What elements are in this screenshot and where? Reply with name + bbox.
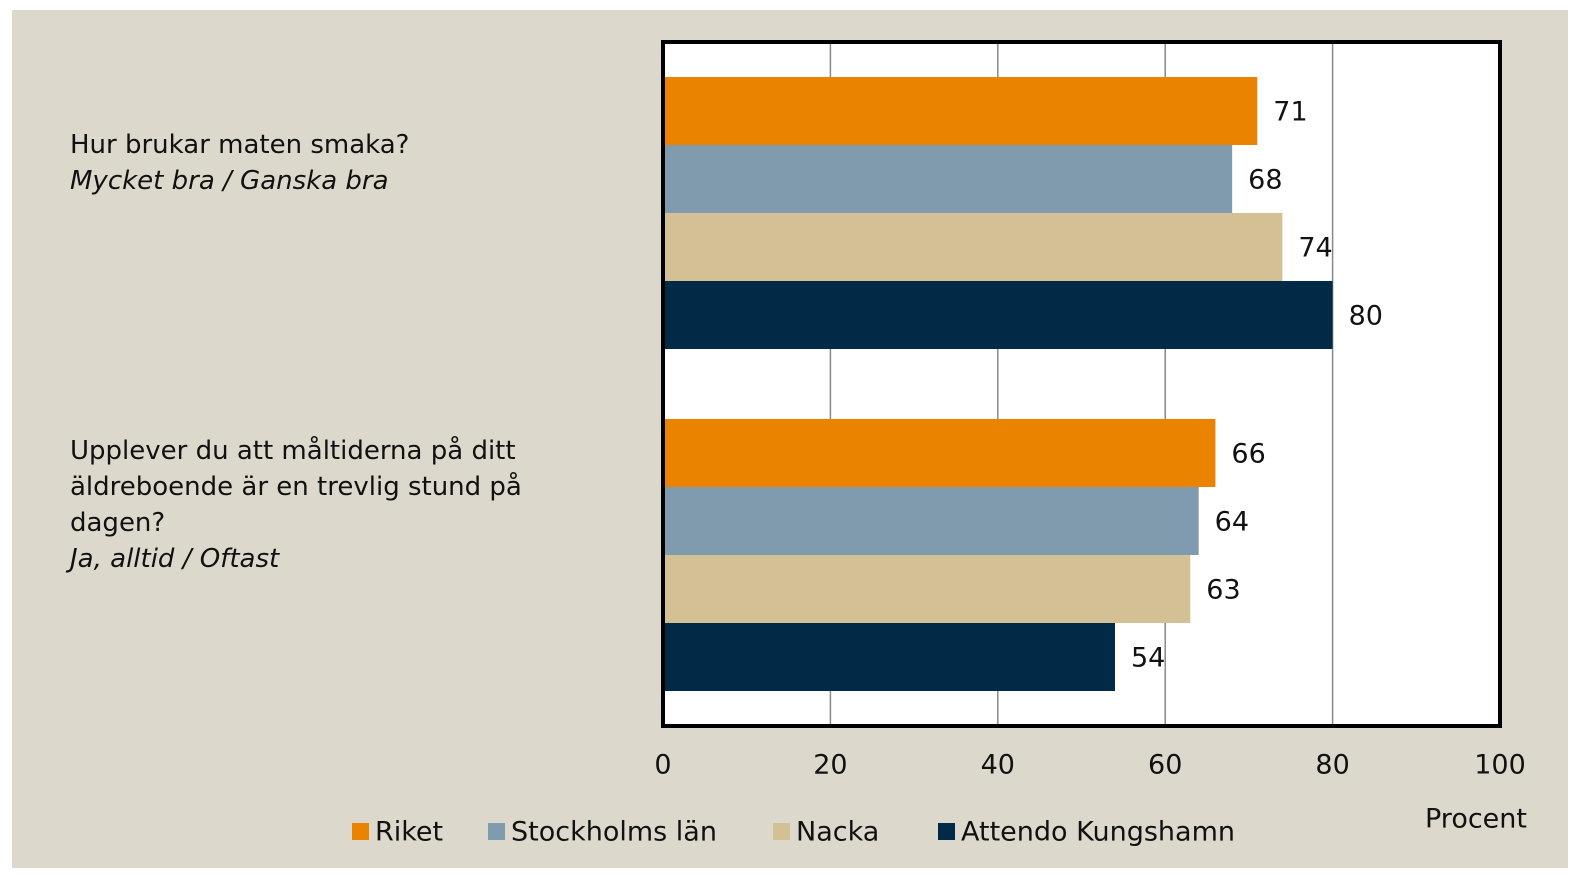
answer-option: Mycket bra / Ganska bra xyxy=(70,166,389,196)
legend-swatch xyxy=(352,823,369,840)
x-tick-label: 40 xyxy=(981,750,1015,781)
x-tick-label: 20 xyxy=(813,750,847,781)
x-tick-label: 100 xyxy=(1474,750,1526,781)
category-label: Hur brukar maten smaka? Mycket bra / Gans… xyxy=(70,127,610,199)
legend-swatch xyxy=(938,823,955,840)
legend-swatch xyxy=(488,823,505,840)
answer-option: Ja, alltid / Oftast xyxy=(70,544,280,574)
value-label: 80 xyxy=(1349,301,1383,332)
bar xyxy=(663,623,1115,691)
value-label: 68 xyxy=(1248,165,1282,196)
value-label: 63 xyxy=(1206,575,1240,606)
legend-label: Riket xyxy=(375,817,443,848)
question: Hur brukar maten smaka? xyxy=(70,130,410,160)
legend-swatch xyxy=(773,823,790,840)
legend-label: Stockholms län xyxy=(511,817,717,848)
bar xyxy=(663,487,1199,555)
x-tick-label: 80 xyxy=(1315,750,1349,781)
bar xyxy=(663,213,1283,281)
category-label: Upplever du att måltiderna på ditt äldre… xyxy=(70,433,610,577)
plot-border xyxy=(661,40,1502,728)
bar xyxy=(663,555,1191,623)
value-label: 66 xyxy=(1231,439,1265,470)
value-label: 64 xyxy=(1215,507,1249,538)
question: Upplever du att måltiderna på ditt äldre… xyxy=(70,436,522,538)
legend-label: Nacka xyxy=(796,817,879,848)
x-tick-label: 0 xyxy=(654,750,671,781)
bar xyxy=(663,419,1216,487)
x-axis-label: Procent xyxy=(1425,804,1527,835)
bar xyxy=(663,281,1333,349)
x-tick-label: 60 xyxy=(1148,750,1182,781)
bar xyxy=(663,77,1258,145)
value-label: 74 xyxy=(1298,233,1332,264)
value-label: 54 xyxy=(1131,643,1165,674)
legend-label: Attendo Kungshamn xyxy=(961,817,1235,848)
value-label: 71 xyxy=(1273,97,1307,128)
bar xyxy=(663,145,1233,213)
